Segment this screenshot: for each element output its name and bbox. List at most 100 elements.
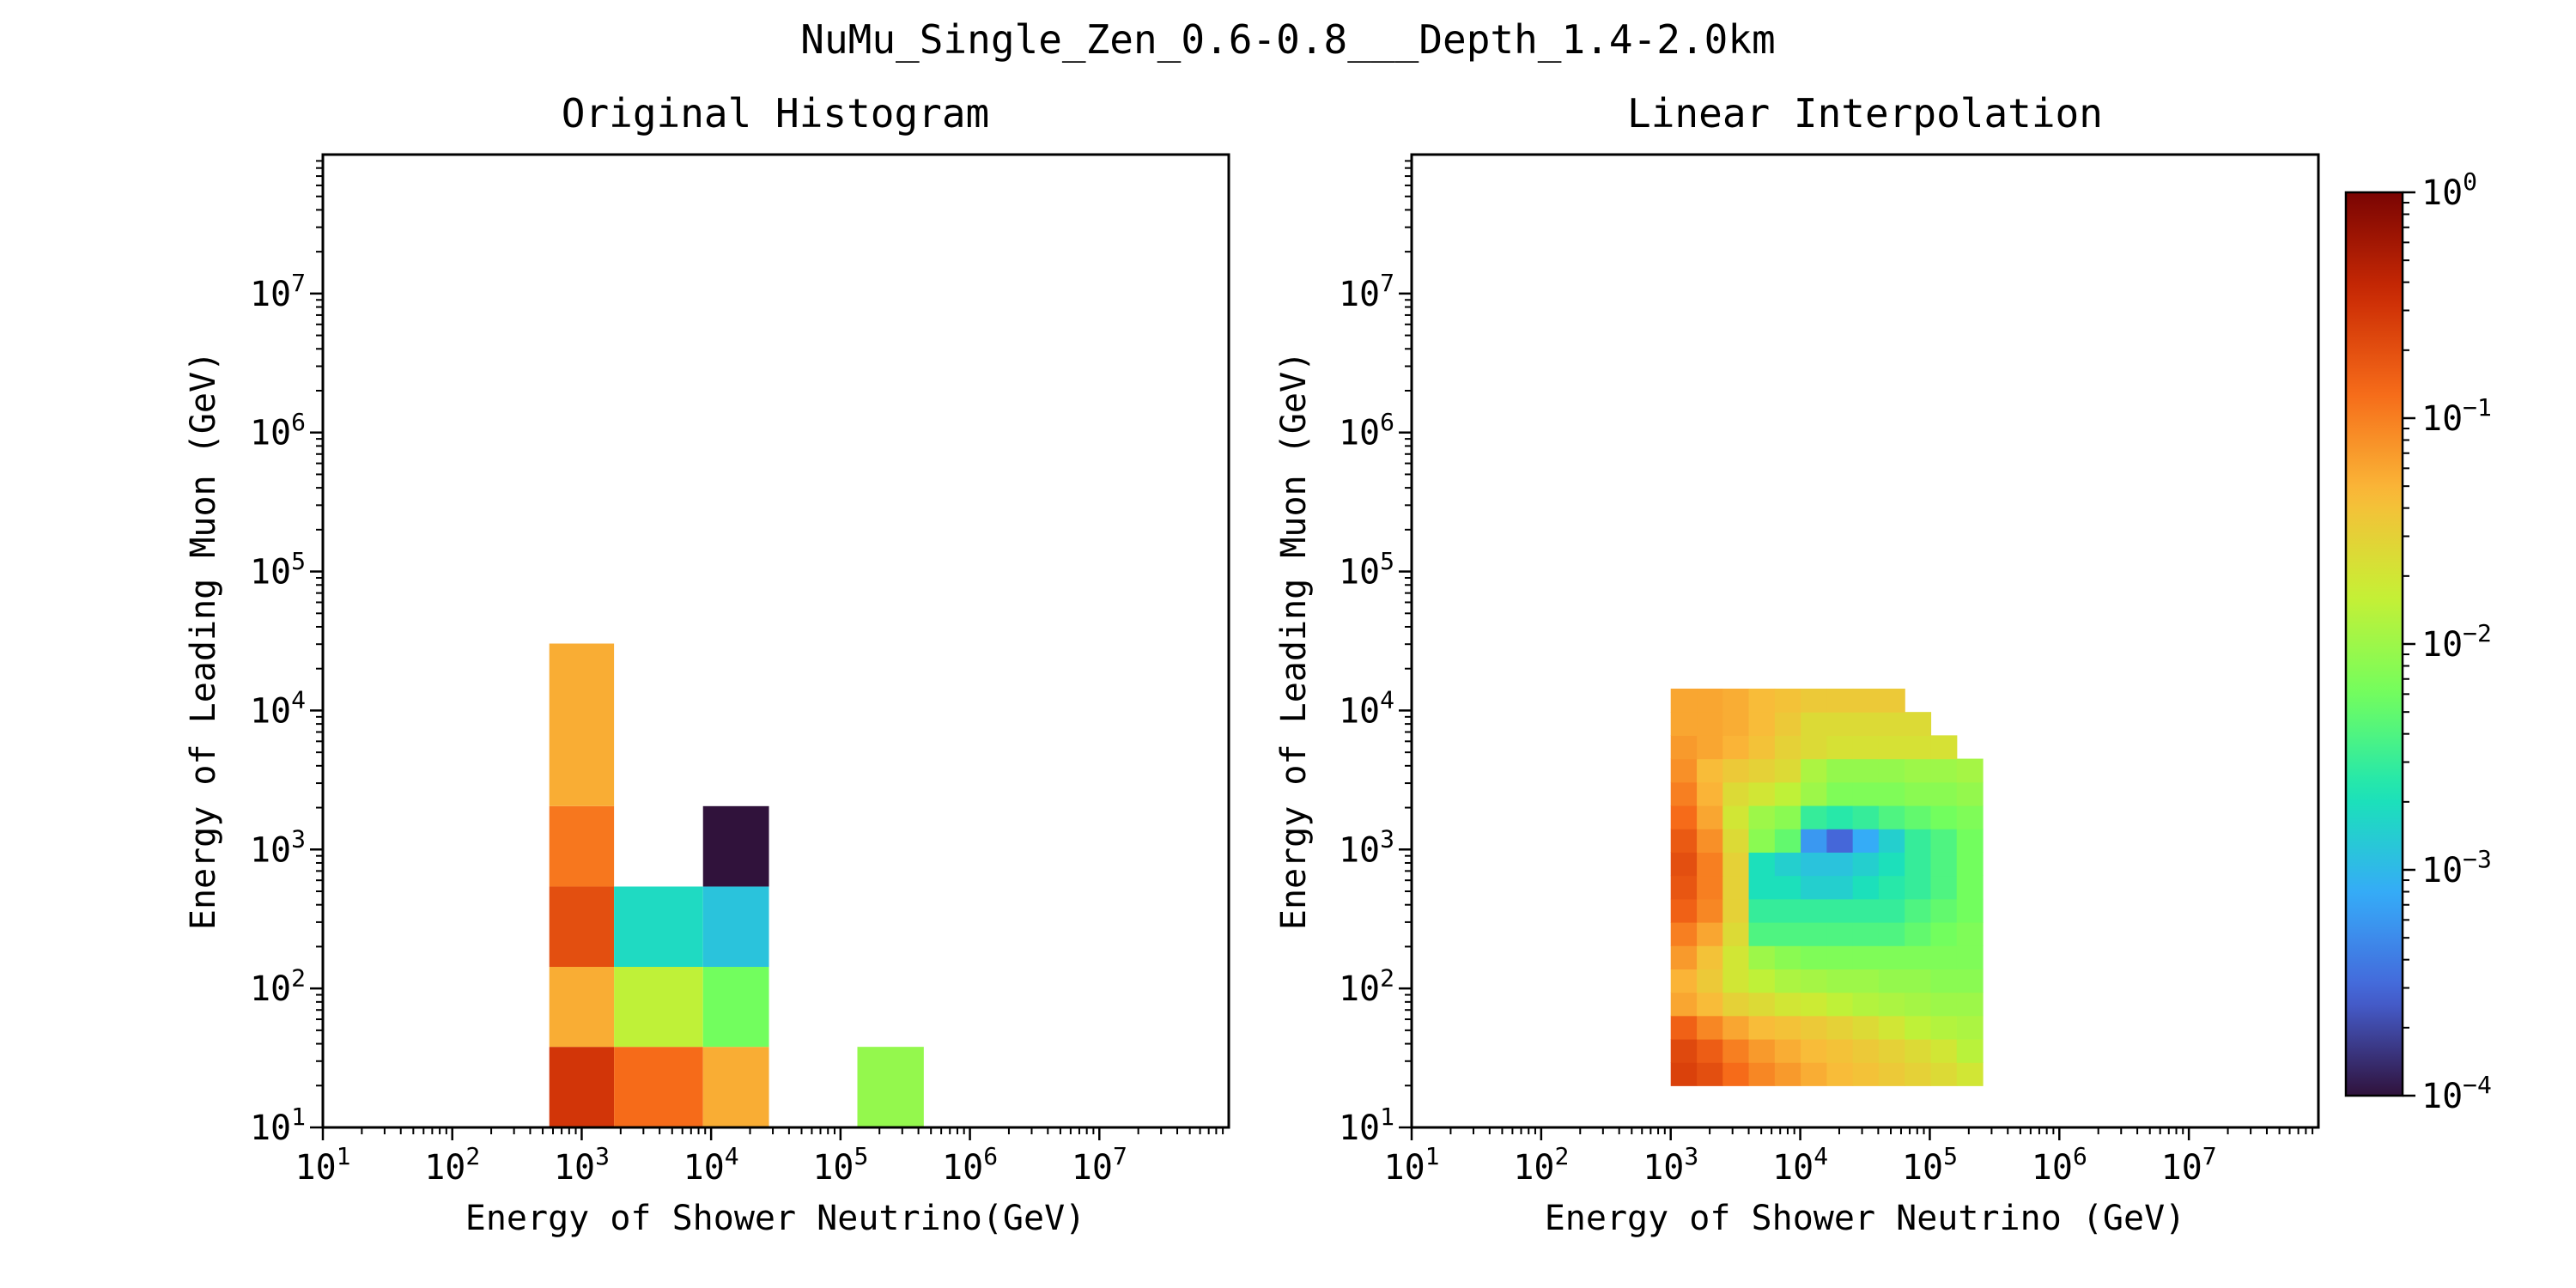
heatmap-cell bbox=[1670, 758, 1698, 783]
y-tick-label: 105 bbox=[1339, 547, 1394, 592]
heatmap-cell bbox=[1722, 688, 1750, 713]
y-tick-label: 105 bbox=[250, 547, 306, 592]
panel-2-x-ticks: 101 102 103 104 105 106 107 bbox=[1383, 1127, 2314, 1188]
y-tick-label: 107 bbox=[1339, 269, 1394, 314]
heatmap-cell bbox=[1722, 829, 1750, 853]
heatmap-cell bbox=[857, 1047, 924, 1127]
heatmap-cell bbox=[1826, 1062, 1854, 1086]
heatmap-cell bbox=[1956, 829, 1984, 853]
heatmap-cell bbox=[1826, 805, 1854, 829]
panel-1-x-label: Energy of Shower Neutrino(GeV) bbox=[465, 1199, 1085, 1238]
heatmap-cell bbox=[1774, 992, 1801, 1017]
heatmap-cell bbox=[1670, 688, 1698, 713]
heatmap-cell bbox=[1878, 875, 1905, 900]
heatmap-cell bbox=[1801, 829, 1827, 853]
heatmap-cell bbox=[1801, 875, 1827, 900]
heatmap-cell bbox=[1905, 992, 1932, 1017]
heatmap-cell bbox=[1722, 969, 1750, 993]
heatmap-cell bbox=[1930, 1038, 1958, 1063]
heatmap-cell bbox=[1774, 688, 1801, 713]
heatmap-cell bbox=[1774, 969, 1801, 993]
heatmap-cell bbox=[1748, 1015, 1776, 1040]
panel-1-cells bbox=[549, 643, 924, 1127]
heatmap-cell bbox=[1722, 875, 1750, 900]
heatmap-cell bbox=[1905, 945, 1932, 969]
heatmap-cell bbox=[1852, 945, 1880, 969]
heatmap-cell bbox=[1956, 781, 1984, 806]
heatmap-cell bbox=[1852, 712, 1880, 736]
heatmap-cell bbox=[1748, 1038, 1776, 1063]
heatmap-cell bbox=[614, 967, 703, 1048]
x-tick-label: 107 bbox=[2161, 1142, 2217, 1188]
heatmap-cell bbox=[1748, 852, 1776, 877]
heatmap-cell bbox=[1697, 805, 1723, 829]
heatmap-cell bbox=[1852, 1038, 1880, 1063]
colorbar-ticks: 10−4 10−3 10−2 10−1 100 bbox=[2403, 167, 2492, 1116]
heatmap-cell bbox=[1878, 735, 1905, 760]
heatmap-cell bbox=[1722, 898, 1750, 923]
heatmap-cell bbox=[1722, 945, 1750, 969]
heatmap-cell bbox=[1956, 875, 1984, 900]
heatmap-cell bbox=[1670, 712, 1698, 736]
heatmap-cell bbox=[702, 1047, 769, 1127]
heatmap-cell bbox=[1930, 1062, 1958, 1086]
heatmap-cell bbox=[1826, 921, 1854, 946]
y-tick-label: 107 bbox=[250, 269, 306, 314]
heatmap-cell bbox=[1905, 781, 1932, 806]
heatmap-cell bbox=[1878, 1015, 1905, 1040]
heatmap-cell bbox=[1878, 852, 1905, 877]
heatmap-cell bbox=[1826, 875, 1854, 900]
heatmap-cell bbox=[1878, 712, 1905, 736]
heatmap-cell bbox=[1905, 852, 1932, 877]
y-tick-label: 104 bbox=[1339, 686, 1394, 732]
y-tick-label: 103 bbox=[250, 824, 306, 870]
heatmap-cell bbox=[1878, 805, 1905, 829]
heatmap-cell bbox=[1905, 1062, 1932, 1086]
colorbar-tick-label: 10−3 bbox=[2421, 845, 2492, 890]
heatmap-cell bbox=[1826, 898, 1854, 923]
panel-linear-interpolation: Linear Interpolation 101 102 103 104 105 106 1… bbox=[1274, 90, 2320, 1238]
heatmap-cell bbox=[1905, 875, 1932, 900]
heatmap-cell bbox=[1670, 1038, 1698, 1063]
heatmap-cell bbox=[1826, 969, 1854, 993]
figure-suptitle: NuMu_Single_Zen_0.6-0.8___Depth_1.4-2.0k… bbox=[800, 16, 1775, 63]
y-tick-label: 104 bbox=[250, 686, 306, 732]
heatmap-cell bbox=[1905, 758, 1932, 783]
heatmap-cell bbox=[1774, 898, 1801, 923]
heatmap-cell bbox=[1826, 688, 1854, 713]
heatmap-cell bbox=[1826, 758, 1854, 783]
heatmap-cell bbox=[1697, 1015, 1723, 1040]
heatmap-cell bbox=[1905, 1015, 1932, 1040]
heatmap-cell bbox=[1722, 805, 1750, 829]
panel-1-x-ticks: 101 102 103 104 105 106 107 bbox=[295, 1127, 1224, 1188]
heatmap-cell bbox=[1722, 735, 1750, 760]
heatmap-cell bbox=[1826, 992, 1854, 1017]
heatmap-cell bbox=[1801, 969, 1827, 993]
heatmap-cell bbox=[1697, 758, 1723, 783]
heatmap-cell bbox=[1774, 921, 1801, 946]
heatmap-cell bbox=[1878, 829, 1905, 853]
heatmap-cell bbox=[1956, 898, 1984, 923]
x-tick-label: 103 bbox=[1643, 1142, 1698, 1188]
heatmap-cell bbox=[1748, 781, 1776, 806]
x-tick-label: 104 bbox=[683, 1142, 739, 1188]
heatmap-cell bbox=[1697, 898, 1723, 923]
heatmap-cell bbox=[1748, 992, 1776, 1017]
y-tick-label: 106 bbox=[1339, 408, 1394, 453]
y-tick-label: 102 bbox=[250, 963, 306, 1009]
heatmap-cell bbox=[1697, 945, 1723, 969]
heatmap-cell bbox=[1956, 921, 1984, 946]
colorbar-gradient bbox=[2346, 192, 2403, 1096]
heatmap-cell bbox=[1852, 781, 1880, 806]
heatmap-cell bbox=[1852, 758, 1880, 783]
panel-1-y-ticks: 101 102 103 104 105 106 107 bbox=[250, 160, 323, 1148]
heatmap-cell bbox=[1905, 969, 1932, 993]
panel-1-axes-frame bbox=[321, 153, 1230, 1129]
heatmap-cell bbox=[1801, 735, 1827, 760]
heatmap-cell bbox=[1852, 898, 1880, 923]
heatmap-cell bbox=[1801, 688, 1827, 713]
heatmap-cell bbox=[1852, 688, 1880, 713]
heatmap-cell bbox=[1722, 852, 1750, 877]
heatmap-cell bbox=[1930, 852, 1958, 877]
heatmap-cell bbox=[1697, 1062, 1723, 1086]
